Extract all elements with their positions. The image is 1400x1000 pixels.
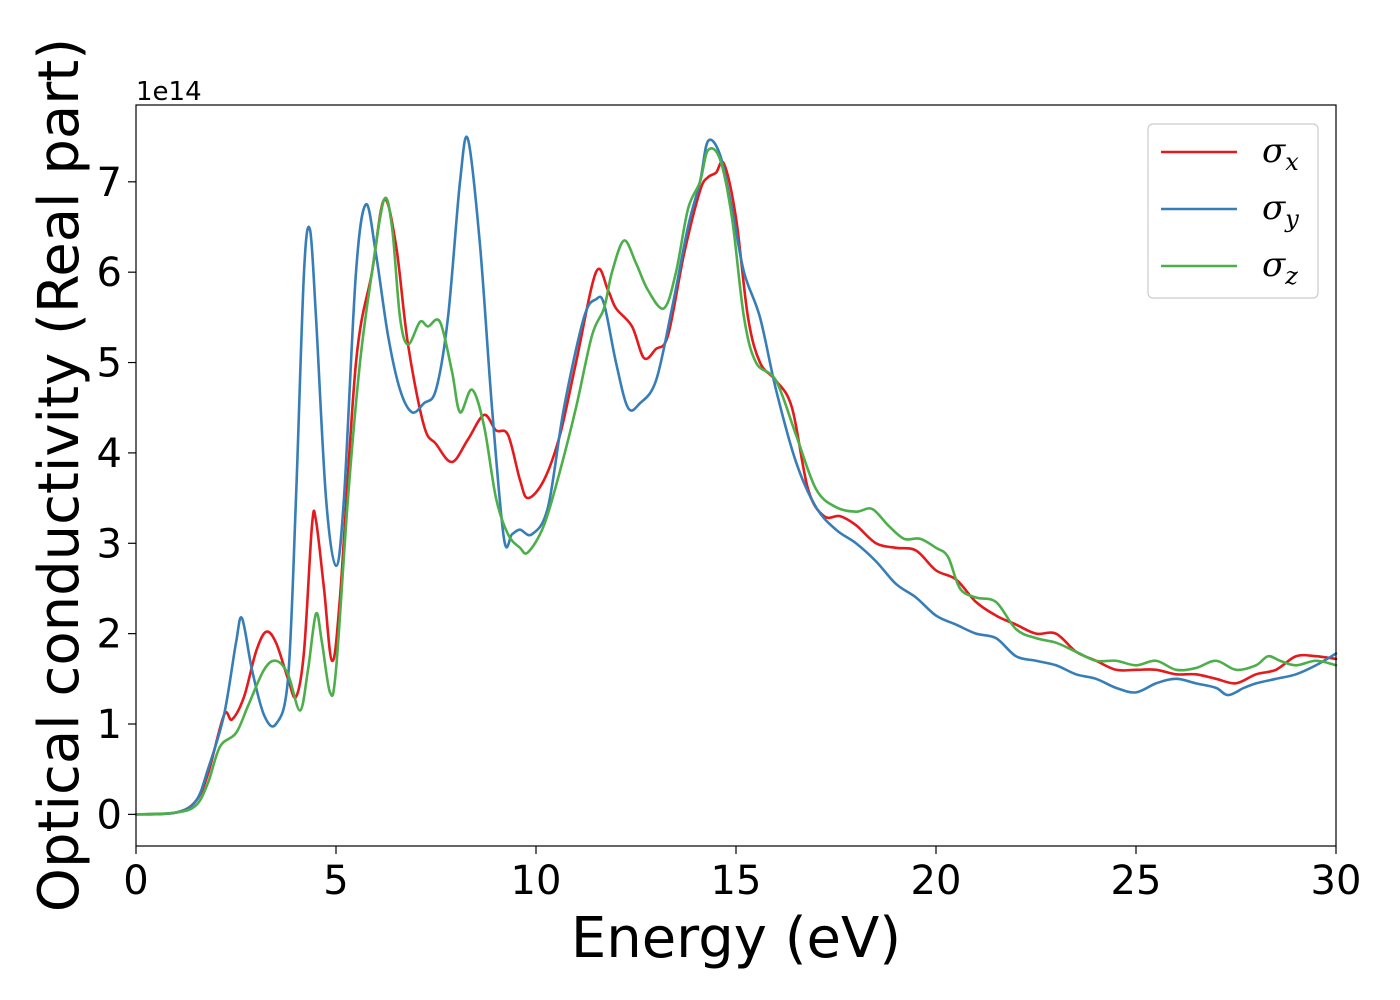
x-tick-label: 20 (911, 858, 962, 904)
series-line-x (134, 160, 1338, 816)
y-tick-label: 5 (97, 341, 122, 387)
y-tick-label: 6 (97, 250, 122, 296)
x-tick-label: 5 (323, 858, 348, 904)
legend-label-y: σy (1262, 188, 1299, 233)
y-tick-label: 3 (97, 521, 122, 567)
legend-label-x: σx (1262, 131, 1299, 176)
series-line-z (134, 147, 1338, 816)
y-axis-title: Optical conductivity (Real part) (27, 38, 92, 912)
series-layer (134, 135, 1338, 816)
y-tick-label: 4 (97, 431, 122, 477)
legend-label-z: σz (1262, 245, 1298, 290)
y-tick-label: 1 (97, 702, 122, 748)
y-tick-label: 0 (97, 792, 122, 838)
x-tick-label: 0 (123, 858, 148, 904)
x-tick-label: 25 (1111, 858, 1162, 904)
y-offset-text: 1e14 (136, 77, 202, 107)
x-axis-ticks: 0 5 10 15 20 25 30 (123, 846, 1361, 904)
y-tick-label: 2 (97, 612, 122, 658)
y-tick-label: 7 (97, 160, 122, 206)
y-axis-ticks: 0 1 2 3 4 5 6 7 (97, 160, 136, 838)
x-tick-label: 15 (711, 858, 762, 904)
x-tick-label: 30 (1311, 858, 1362, 904)
legend-box (1147, 123, 1319, 299)
series-line-y (134, 135, 1338, 816)
x-axis-title: Energy (eV) (571, 906, 901, 971)
legend: σx σy σz (1147, 123, 1319, 299)
x-tick-label: 10 (511, 858, 562, 904)
